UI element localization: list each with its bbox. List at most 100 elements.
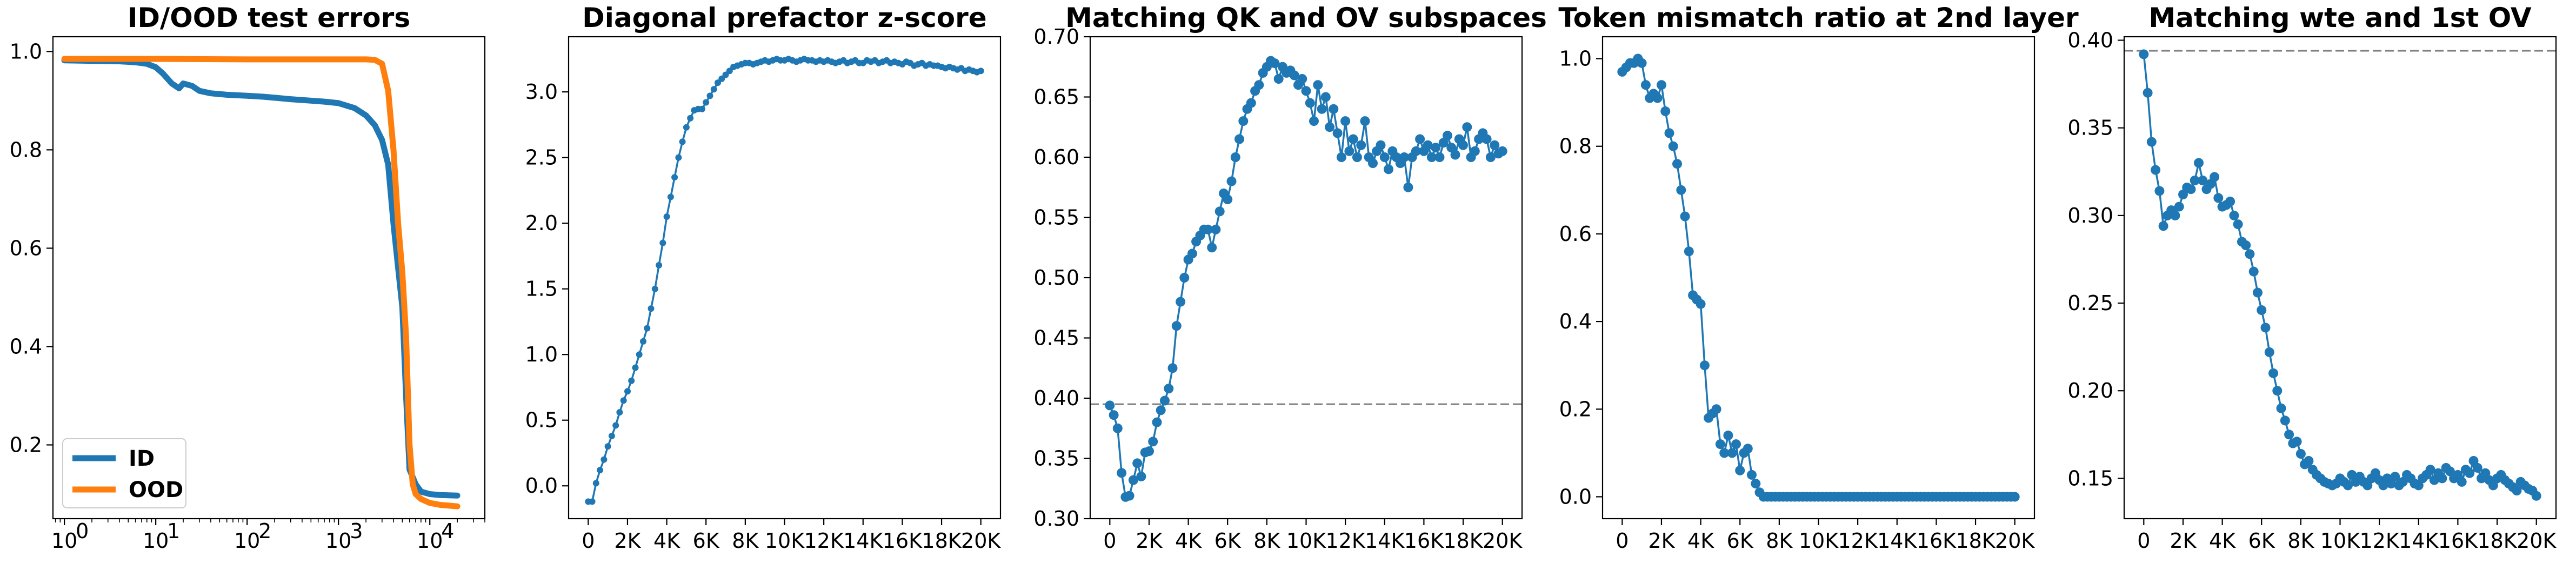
data-point-47 (1289, 70, 1299, 81)
data-point-14 (1160, 395, 1170, 406)
data-point-12 (632, 364, 639, 371)
x-tick-label: 12K (1325, 529, 1365, 553)
data-point-6 (1128, 475, 1138, 485)
data-point-11 (628, 377, 635, 384)
data-point-7 (1132, 458, 1143, 468)
data-point-67 (1368, 158, 1378, 169)
y-tick-label: 0.65 (1033, 85, 1079, 109)
x-tick-label: 4K (2209, 529, 2236, 553)
data-point-57 (1329, 104, 1339, 114)
data-point-21 (1699, 360, 1710, 371)
chart-title: Matching wte and 1st OV (2148, 2, 2532, 33)
y-tick-label: 1.0 (525, 343, 558, 366)
data-point-33 (1747, 470, 1757, 480)
x-tick-label: 4K (653, 529, 680, 553)
data-point-11 (1148, 437, 1158, 447)
data-point-50 (1301, 86, 1311, 96)
x-tick-label: 14K (1365, 529, 1405, 553)
series-1 (1105, 56, 1507, 502)
x-tick-label: 18K (2477, 529, 2517, 553)
data-point-19 (2213, 193, 2224, 203)
y-tick-label: 0.0 (1559, 485, 1592, 508)
x-tick-label: 10 (325, 529, 351, 553)
data-point-65 (1360, 116, 1370, 126)
data-point-56 (1325, 122, 1335, 132)
y-tick-label: 0.40 (2067, 28, 2113, 52)
data-point-19 (1179, 273, 1190, 283)
data-point-86 (1443, 130, 1452, 140)
y-tick-label: 0.55 (1033, 206, 1079, 230)
series-id (61, 57, 461, 499)
data-point-36 (726, 68, 733, 75)
data-point-31 (1226, 176, 1237, 186)
y-tick-label: 0.8 (1559, 135, 1592, 158)
x-tick-label: 10 (234, 529, 260, 553)
data-point-82 (1426, 152, 1437, 162)
series-line (1109, 59, 1504, 498)
x-tick-label: 14K (1877, 529, 1917, 553)
data-point-100 (977, 68, 984, 75)
data-point-64 (2390, 472, 2400, 482)
chart-panel-5: Matching wte and 1st OV 0 2K 4K 6K 8K 10K 12K 14… (2067, 2, 2557, 553)
data-point-20 (663, 213, 670, 220)
data-point-31 (2260, 323, 2271, 333)
data-point-5 (604, 443, 611, 450)
data-point-14 (640, 338, 646, 345)
y-tick-label: 0.6 (1559, 222, 1592, 246)
y-tick-label: 2.0 (525, 211, 558, 235)
data-point-42 (1270, 58, 1280, 69)
data-point-17 (1684, 246, 1694, 257)
x-tick-label: 18K (1956, 529, 1996, 553)
data-point-33 (1234, 134, 1244, 144)
data-point-26 (1207, 243, 1217, 253)
data-point-22 (2225, 196, 2235, 206)
data-point-96 (1481, 134, 1492, 144)
x-tick-label: 14K (2399, 529, 2439, 553)
data-point-81 (2457, 477, 2467, 487)
data-point-15 (2198, 176, 2208, 185)
data-point-90 (1458, 140, 1468, 150)
data-point-18 (2210, 172, 2220, 182)
data-point-9 (2174, 202, 2184, 212)
data-point-98 (1490, 140, 1500, 150)
series-line (61, 57, 461, 499)
data-point-73 (2425, 465, 2435, 475)
data-point-18 (656, 261, 663, 269)
data-point-83 (1431, 143, 1441, 153)
data-point-14 (2194, 158, 2204, 168)
y-tick-label: 3.0 (525, 80, 558, 104)
data-point-18 (1176, 297, 1186, 307)
chart-title: Matching QK and OV subspaces (1065, 2, 1547, 33)
data-point-51 (1305, 98, 1315, 108)
x-tick-label: 0 (1616, 529, 1629, 553)
data-point-33 (715, 79, 721, 86)
x-tick-label: 6K (2248, 529, 2275, 553)
x-tick-label: 8K (1766, 529, 1793, 553)
data-point-75 (1399, 152, 1410, 162)
series-line (587, 58, 982, 503)
data-point-13 (636, 351, 643, 358)
data-point-15 (644, 325, 651, 332)
x-tick-label: 2K (614, 529, 641, 553)
x-tick-label: 6K (1214, 529, 1242, 553)
legend-label-id: ID (129, 446, 155, 471)
data-point-76 (1403, 182, 1413, 192)
data-point-16 (1680, 211, 1690, 222)
series-line (2143, 53, 2538, 497)
data-point-27 (1211, 224, 1221, 234)
x-tick-label: 12K (804, 529, 844, 553)
data-point-21 (1187, 249, 1197, 259)
y-tick-label: 0.50 (1033, 266, 1079, 290)
y-tick-label: 0.2 (10, 433, 42, 457)
x-tick-label: 10K (765, 529, 805, 553)
data-point-5 (1124, 491, 1134, 501)
data-point-6 (1640, 80, 1651, 90)
x-tick-label: 0 (582, 529, 595, 553)
data-point-100 (2010, 492, 2020, 502)
data-point-30 (703, 99, 710, 106)
legend: ID OOD (62, 438, 186, 508)
x-tick-label: 0 (2137, 529, 2150, 553)
data-point-25 (683, 124, 690, 131)
data-point-2 (2146, 137, 2157, 147)
data-point-24 (1711, 404, 1721, 414)
